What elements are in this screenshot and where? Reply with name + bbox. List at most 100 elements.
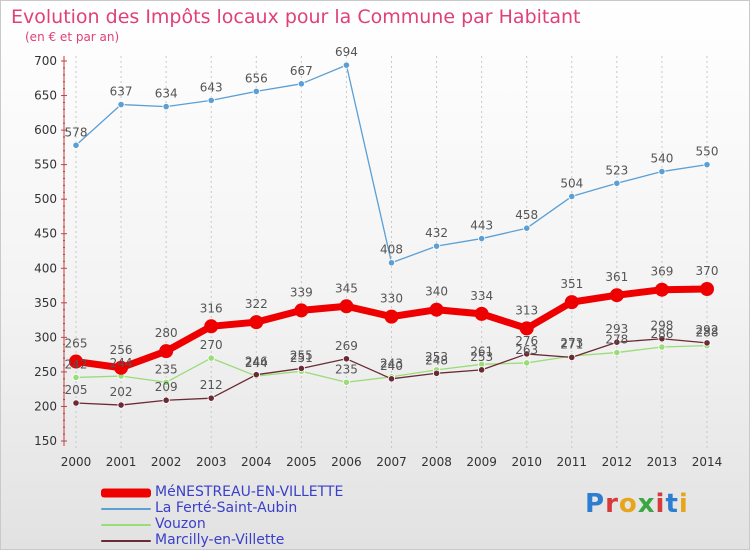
data-label: 656 <box>245 71 268 85</box>
data-point <box>207 96 215 104</box>
data-label: 432 <box>425 226 448 240</box>
data-label: 261 <box>470 344 493 358</box>
data-label: 276 <box>515 334 538 348</box>
data-label: 253 <box>470 350 493 364</box>
data-point <box>387 259 396 267</box>
data-point <box>703 161 711 169</box>
data-point <box>703 339 711 347</box>
data-point <box>474 306 489 321</box>
legend-item: Vouzon <box>101 516 431 533</box>
data-point <box>162 396 170 404</box>
data-point <box>72 399 80 407</box>
y-tick-label: 500 <box>34 192 57 206</box>
data-label: 334 <box>470 289 493 303</box>
data-point <box>297 80 305 88</box>
y-tick-label: 550 <box>34 158 57 172</box>
legend-label: La Ferté-Saint-Aubin <box>155 500 298 516</box>
data-label: 253 <box>425 350 448 364</box>
data-point <box>117 401 125 409</box>
data-point <box>658 167 666 176</box>
data-label: 256 <box>110 343 133 357</box>
data-point <box>523 350 531 358</box>
data-point <box>432 242 441 250</box>
data-label: 345 <box>335 281 358 295</box>
data-label: 265 <box>65 337 88 351</box>
data-point <box>117 100 125 109</box>
y-tick-label: 700 <box>34 54 57 68</box>
data-point <box>297 364 305 373</box>
data-label: 242 <box>65 357 88 371</box>
data-point <box>432 369 441 377</box>
data-label: 244 <box>110 356 133 370</box>
data-label: 255 <box>290 348 313 362</box>
logo-letter: x <box>637 489 656 519</box>
data-label: 351 <box>560 277 583 291</box>
data-point <box>523 359 531 367</box>
data-point <box>339 299 354 314</box>
axes: 150 200 250 300 350 400 450 500 550 600 650 700 2000… <box>34 54 722 469</box>
data-point <box>69 354 83 369</box>
x-tick-label: 2010 <box>511 455 542 469</box>
data-label: 293 <box>605 322 628 336</box>
x-tick-label: 2002 <box>151 455 182 469</box>
y-tick-label: 200 <box>34 399 57 413</box>
x-tick-label: 2003 <box>196 455 227 469</box>
x-tick-label: 2011 <box>557 455 588 469</box>
data-label: 235 <box>335 362 358 376</box>
data-label: 278 <box>605 333 628 347</box>
data-point <box>658 335 666 343</box>
data-point <box>523 224 531 232</box>
chart-title: Evolution des Impôts locaux pour la Comm… <box>11 6 581 28</box>
x-tick-label: 2006 <box>331 455 362 469</box>
data-label: 667 <box>290 64 313 78</box>
data-label: 271 <box>560 337 583 351</box>
data-point <box>568 353 576 361</box>
data-label: 370 <box>696 264 719 278</box>
data-point <box>387 375 396 383</box>
y-tick-label: 250 <box>34 365 57 379</box>
y-tick-label: 300 <box>34 330 57 344</box>
data-point <box>207 394 215 402</box>
data-point <box>658 343 666 351</box>
data-point <box>249 315 264 330</box>
x-tick-label: 2000 <box>61 455 92 469</box>
x-tick-label: 2013 <box>647 455 678 469</box>
data-label: 322 <box>245 297 268 311</box>
data-labels: 578 637 634 643 656 667 694 408 432 443 458 504 523 5… <box>65 45 719 399</box>
data-point <box>564 295 579 310</box>
data-label: 273 <box>560 336 583 350</box>
logo-letter: i <box>655 489 666 519</box>
data-label: 340 <box>425 285 448 299</box>
logo-letter: t <box>665 489 679 519</box>
data-label: 248 <box>425 353 448 367</box>
legend-swatch <box>101 508 151 510</box>
data-point <box>519 321 534 336</box>
data-label: 443 <box>470 219 493 233</box>
data-label: 369 <box>650 265 673 279</box>
data-point <box>72 373 80 382</box>
legend-swatch <box>101 524 151 526</box>
data-point <box>384 309 399 324</box>
proxiti-logo: Proxiti <box>585 489 689 519</box>
data-label: 339 <box>290 285 313 299</box>
data-label: 205 <box>65 383 88 397</box>
data-label: 263 <box>515 343 538 357</box>
x-tick-label: 2008 <box>421 455 452 469</box>
data-label: 634 <box>155 87 178 101</box>
legend-label: MéNESTREAU-EN-VILLETTE <box>155 484 344 500</box>
data-label: 316 <box>200 301 223 315</box>
data-label: 313 <box>515 303 538 317</box>
x-tick-label: 2012 <box>602 455 633 469</box>
data-label: 550 <box>696 145 719 159</box>
data-label: 202 <box>110 385 133 399</box>
data-label: 361 <box>605 270 628 284</box>
data-label: 523 <box>605 163 628 177</box>
logo-letter: i <box>678 489 689 519</box>
data-label: 330 <box>380 292 403 306</box>
data-label: 243 <box>380 357 403 371</box>
data-point <box>613 348 621 357</box>
data-point <box>207 354 215 362</box>
legend-swatch <box>101 488 151 498</box>
data-point <box>654 282 669 297</box>
